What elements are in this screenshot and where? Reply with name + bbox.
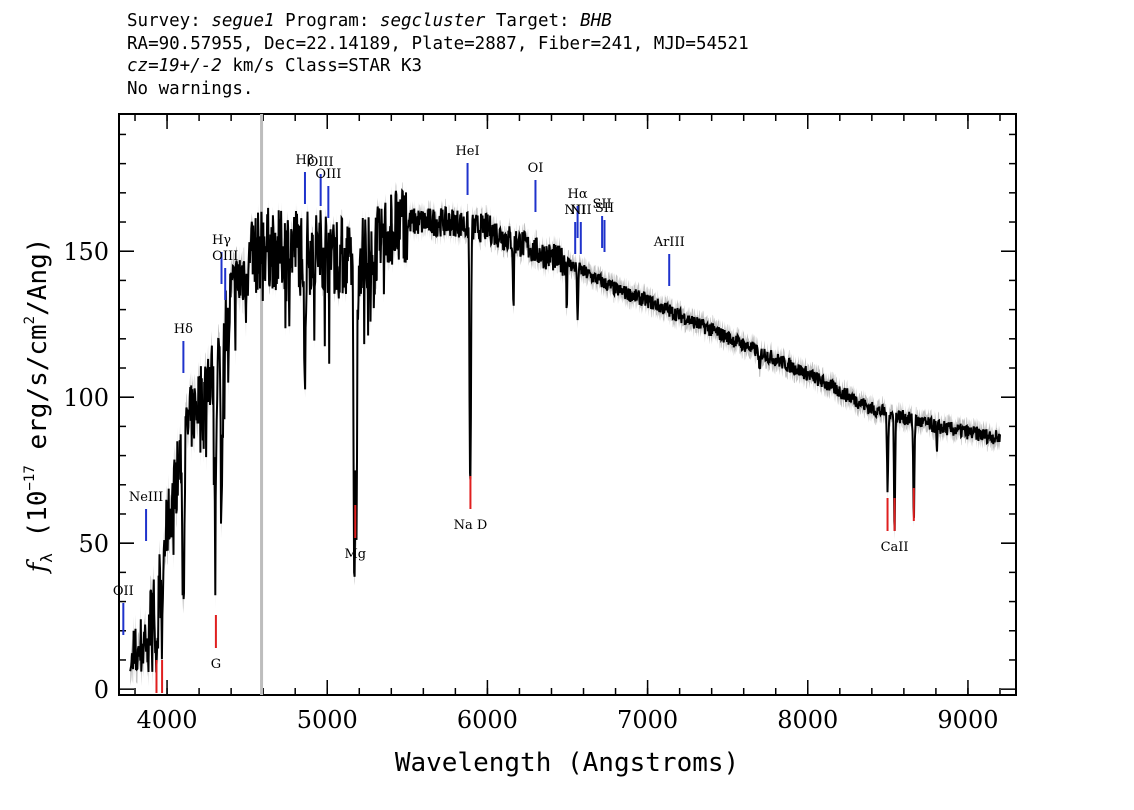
x-axis-title: Wavelength (Angstroms) bbox=[395, 748, 739, 778]
emission-line-label: NII bbox=[570, 203, 592, 218]
survey-value: segue1 bbox=[211, 11, 275, 31]
emission-line-label: OIII bbox=[315, 167, 341, 182]
emission-line-label: Hδ bbox=[174, 322, 193, 337]
survey-label: Survey: bbox=[127, 11, 201, 31]
emission-line-label: NeIII bbox=[129, 490, 163, 505]
spectrum-error-band bbox=[130, 182, 1000, 687]
target-label: Target: bbox=[495, 11, 570, 31]
x-tick-label: 8000 bbox=[777, 706, 838, 734]
absorption-line-label: Mg bbox=[344, 547, 366, 562]
y-axis-title-exponent: −17 bbox=[22, 465, 38, 490]
emission-line-label: SII bbox=[593, 197, 612, 212]
x-tick-label: 6000 bbox=[457, 706, 518, 734]
y-tick-label: 150 bbox=[63, 238, 109, 266]
x-tick-label: 7000 bbox=[617, 706, 678, 734]
emission-line-label: SII bbox=[595, 201, 614, 216]
absorption-line-label: Na D bbox=[454, 518, 488, 533]
y-tick-label: 0 bbox=[94, 676, 109, 704]
header-line-4: No warnings. bbox=[127, 78, 254, 99]
x-tick-label: 9000 bbox=[937, 706, 998, 734]
emission-line-label: OIII bbox=[308, 155, 334, 170]
emission-line-label: OIII bbox=[212, 249, 238, 264]
redshift-value: cz=19+/-2 bbox=[127, 56, 222, 76]
absorption-line-label: G bbox=[211, 657, 221, 672]
emission-line-label: Hα bbox=[568, 187, 588, 202]
emission-line-label: Hβ bbox=[296, 153, 315, 168]
header-line-2: RA=90.57955, Dec=22.14189, Plate=2887, F… bbox=[127, 33, 749, 54]
spectrum-header: Survey: segue1 Program: segcluster Targe… bbox=[127, 10, 749, 100]
class-value: km/s Class=STAR K3 bbox=[232, 56, 423, 76]
y-axis-title-per-ang: /Ang) bbox=[23, 238, 53, 316]
y-tick-label: 50 bbox=[78, 530, 109, 558]
emission-line-label: ArIII bbox=[653, 235, 685, 250]
y-axis-title: fλ (10−17 erg/s/cm2/Ang) bbox=[22, 238, 56, 575]
y-axis-title-lambda: λ bbox=[37, 553, 56, 563]
spectrum-line bbox=[129, 188, 1001, 673]
x-tick-label: 5000 bbox=[297, 706, 358, 734]
y-tick-label: 100 bbox=[63, 384, 109, 412]
y-axis-title-scale: (10 bbox=[23, 491, 53, 554]
y-axis-title-squared: 2 bbox=[22, 316, 38, 324]
program-value: segcluster bbox=[379, 11, 486, 31]
emission-line-label: Hγ bbox=[212, 233, 231, 248]
chart-layer: 4000 5000 6000 7000 8000 9000 0 50 100 150 OII NeII… bbox=[63, 114, 1016, 734]
target-value: BHB bbox=[580, 11, 612, 31]
header-line-1: Survey: segue1 Program: segcluster Targe… bbox=[127, 10, 749, 33]
emission-line-label: OII bbox=[113, 584, 134, 599]
header-line-3: cz=19+/-2 km/s Class=STAR K3 bbox=[127, 55, 749, 78]
absorption-line-label: CaII bbox=[881, 540, 909, 555]
emission-line-label: OI bbox=[528, 161, 544, 176]
emission-line-label: HeI bbox=[455, 144, 479, 159]
plot-frame bbox=[118, 113, 1017, 696]
emission-line-label: NII bbox=[564, 203, 586, 218]
y-axis-title-units: erg/s/cm bbox=[23, 324, 53, 465]
x-tick-label: 4000 bbox=[137, 706, 198, 734]
program-label: Program: bbox=[285, 11, 370, 31]
